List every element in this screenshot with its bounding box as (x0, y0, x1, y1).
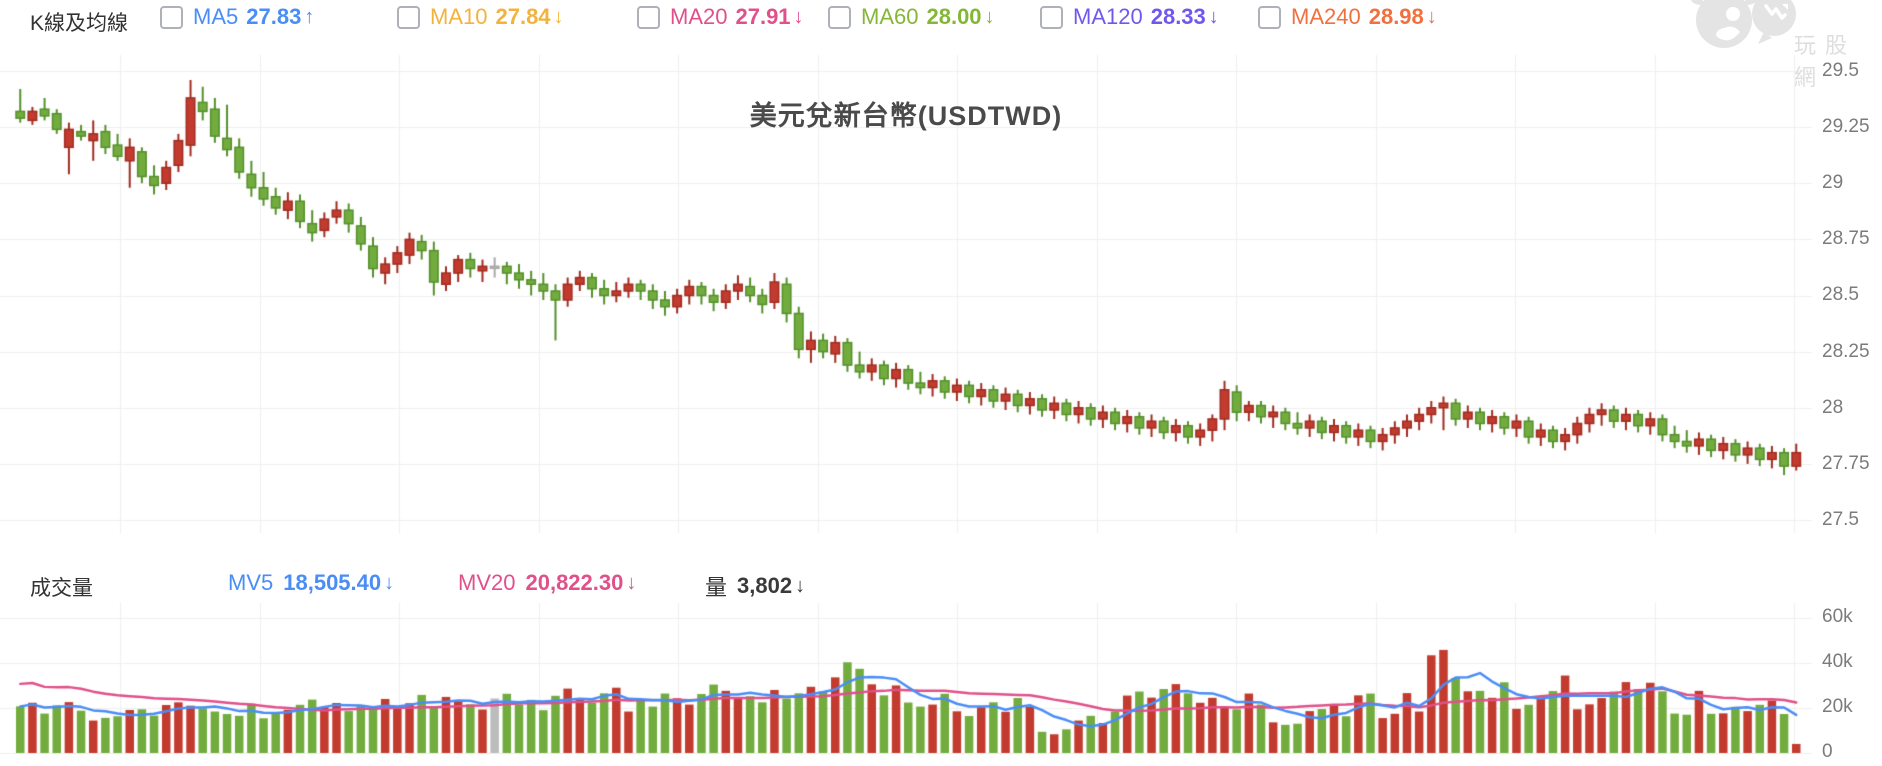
ma10-checkbox[interactable] (397, 5, 420, 29)
price-axis-tick: 28.5 (1822, 284, 1859, 305)
mv20-label: MV20 (458, 570, 516, 595)
volume-legend-row: 成交量 MV5 18,505.40 ↓ MV20 20,822.30 ↓ 量 3… (0, 566, 1882, 602)
price-axis-tick: 28 (1822, 397, 1844, 418)
price-axis-tick: 27.75 (1822, 453, 1870, 474)
watermark-bull-logo-icon (1690, 0, 1796, 48)
mv20-direction-arrow: ↓ (626, 571, 637, 594)
qty-label: 量 (705, 575, 728, 600)
ma120-checkbox[interactable] (1040, 5, 1063, 29)
mv5-direction-arrow: ↓ (384, 571, 395, 594)
price-axis-tick: 29.25 (1822, 116, 1870, 137)
ma5-checkbox[interactable] (160, 5, 183, 29)
mv5-legend-item[interactable]: MV5 18,505.40 ↓ (228, 570, 394, 596)
ma120-label: MA120 (1073, 4, 1143, 29)
mv20-legend-item[interactable]: MV20 20,822.30 ↓ (458, 570, 636, 596)
ma10-label: MA10 (430, 4, 488, 29)
ma-legend-item-ma120[interactable]: MA120 28.33 ↓ (1040, 4, 1219, 30)
volume-axis-tick: 40k (1822, 651, 1853, 672)
volume-axis-tick: 60k (1822, 606, 1853, 627)
ma240-value: 28.98 (1368, 4, 1424, 29)
ma-legend-item-ma10[interactable]: MA10 27.84 ↓ (397, 4, 564, 30)
ma5-value: 27.83 (246, 4, 302, 29)
ma-legend-item-ma20[interactable]: MA20 27.91 ↓ (637, 4, 804, 30)
qty-value: 3,802 (737, 573, 793, 598)
ma60-direction-arrow: ↓ (984, 5, 995, 28)
ma120-direction-arrow: ↓ (1208, 5, 1219, 28)
price-axis-tick: 27.5 (1822, 509, 1859, 530)
price-axis-tick: 29.5 (1822, 60, 1859, 81)
watermark: 玩股網 (1686, 0, 1882, 90)
ma5-label: MA5 (193, 4, 239, 29)
ma10-value: 27.84 (495, 4, 551, 29)
price-axis-tick: 29 (1822, 172, 1844, 193)
ma20-label: MA20 (670, 4, 728, 29)
mv5-label: MV5 (228, 570, 274, 595)
chart-title: 美元兌新台幣(USDTWD) (749, 101, 1063, 131)
ma60-value: 28.00 (926, 4, 982, 29)
volume-axis-tick: 20k (1822, 696, 1853, 717)
ma120-value: 28.33 (1150, 4, 1206, 29)
ma-legend-item-ma5[interactable]: MA5 27.83 ↑ (160, 4, 314, 30)
mv20-value: 20,822.30 (525, 570, 624, 595)
ma20-direction-arrow: ↓ (793, 5, 804, 28)
qty-direction-arrow: ↓ (795, 574, 806, 597)
ma20-checkbox[interactable] (637, 5, 660, 29)
ma10-direction-arrow: ↓ (553, 5, 564, 28)
ma-legend-item-ma240[interactable]: MA240 28.98 ↓ (1258, 4, 1437, 30)
ma5-direction-arrow: ↑ (304, 5, 315, 28)
ma60-label: MA60 (861, 4, 919, 29)
price-axis-tick: 28.25 (1822, 341, 1870, 362)
volume-section-label: 成交量 (30, 577, 93, 600)
ma240-direction-arrow: ↓ (1426, 5, 1437, 28)
kline-legend-row: K線及均線 MA5 27.83 ↑ MA10 27.84 ↓ MA20 27.9… (0, 0, 1882, 38)
ma-legend-item-ma60[interactable]: MA60 28.00 ↓ (828, 4, 995, 30)
price-axis-tick: 28.75 (1822, 228, 1870, 249)
qty-legend-item: 量 3,802 ↓ (705, 570, 805, 602)
ma240-checkbox[interactable] (1258, 5, 1281, 29)
mv5-value: 18,505.40 (283, 570, 382, 595)
ma20-value: 27.91 (735, 4, 791, 29)
watermark-text: 玩股網 (1794, 33, 1857, 90)
ma240-label: MA240 (1291, 4, 1361, 29)
volume-axis-tick: 0 (1822, 741, 1833, 762)
kline-section-label: K線及均線 (30, 12, 129, 35)
ma60-checkbox[interactable] (828, 5, 851, 29)
